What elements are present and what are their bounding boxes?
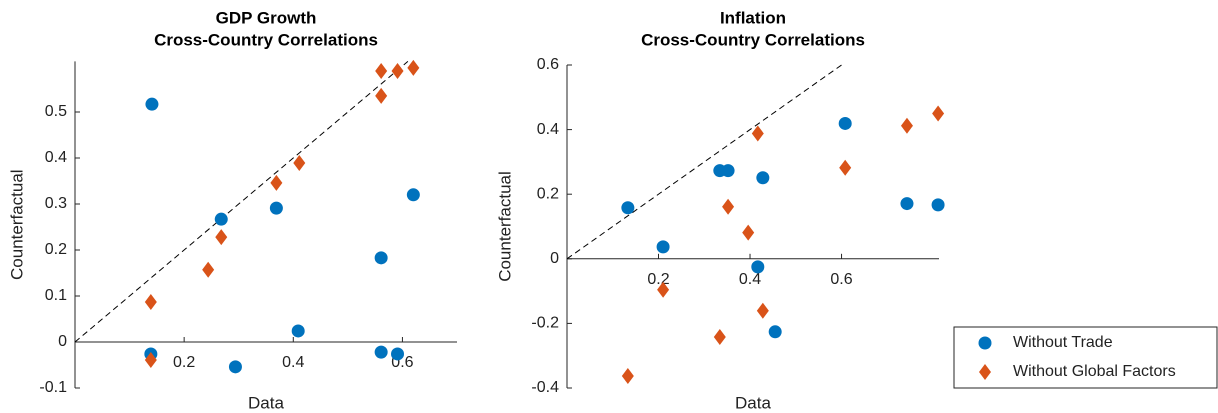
reference-line — [566, 64, 842, 260]
point — [391, 347, 405, 361]
point — [375, 87, 388, 104]
chart-title: GDP Growth — [216, 8, 317, 27]
x-axis-label: Data — [735, 393, 771, 412]
point — [756, 302, 769, 319]
point — [407, 59, 420, 76]
x-tick-label: 0.4 — [282, 354, 304, 371]
point — [621, 201, 635, 215]
point — [374, 251, 388, 265]
chart-title: Cross-Country Correlations — [641, 30, 865, 49]
x-tick-label: 0.6 — [830, 271, 852, 288]
y-tick-label: -0.1 — [39, 379, 67, 396]
legend-label: Without Trade — [1013, 334, 1113, 351]
point — [756, 171, 770, 185]
point — [406, 188, 420, 202]
y-tick-label: 0.3 — [45, 195, 67, 212]
y-tick-label: 0 — [58, 333, 67, 350]
y-axis-label: Counterfactual — [495, 171, 514, 282]
y-tick-label: 0.6 — [537, 56, 559, 73]
x-tick-label: 0.2 — [173, 354, 195, 371]
y-tick-label: 0.1 — [45, 287, 67, 304]
chart-title: Inflation — [720, 8, 786, 27]
chart-title: Cross-Country Correlations — [154, 30, 378, 49]
point — [932, 105, 945, 122]
point — [838, 116, 852, 130]
point — [144, 293, 157, 310]
point — [375, 63, 388, 80]
x-tick-label: 0.4 — [739, 271, 761, 288]
point — [215, 229, 228, 246]
point — [391, 63, 404, 80]
point — [900, 117, 913, 134]
y-tick-label: 0.4 — [537, 121, 559, 138]
point — [722, 198, 735, 215]
point — [713, 328, 726, 345]
x-axis-label: Data — [248, 393, 284, 412]
point — [839, 159, 852, 176]
point — [145, 97, 159, 111]
y-tick-label: 0.2 — [537, 185, 559, 202]
y-tick-label: -0.4 — [531, 379, 559, 396]
point — [202, 261, 215, 278]
x-tick-label: 0.2 — [647, 271, 669, 288]
y-tick-label: -0.2 — [531, 315, 559, 332]
legend-marker — [979, 364, 991, 380]
y-tick-label: 0.5 — [45, 103, 67, 120]
point — [293, 155, 306, 172]
point — [214, 212, 228, 226]
point — [374, 345, 388, 359]
point — [742, 224, 755, 241]
y-tick-label: 0 — [550, 250, 559, 267]
y-tick-label: 0.4 — [45, 149, 67, 166]
point — [291, 324, 305, 338]
point — [657, 281, 670, 298]
point — [751, 125, 764, 142]
point — [144, 351, 157, 368]
point — [931, 198, 945, 212]
point — [768, 325, 782, 339]
point — [656, 240, 670, 254]
reference-line — [74, 61, 409, 343]
point — [228, 360, 242, 374]
point — [270, 174, 283, 191]
point — [751, 260, 765, 274]
legend-marker — [978, 336, 992, 350]
point — [721, 164, 735, 178]
y-tick-label: 0.2 — [45, 241, 67, 258]
point — [269, 201, 283, 215]
legend-box — [953, 326, 1218, 389]
y-axis-label: Counterfactual — [7, 169, 26, 280]
point — [621, 368, 634, 385]
point — [900, 197, 914, 211]
legend-label: Without Global Factors — [1013, 363, 1176, 380]
